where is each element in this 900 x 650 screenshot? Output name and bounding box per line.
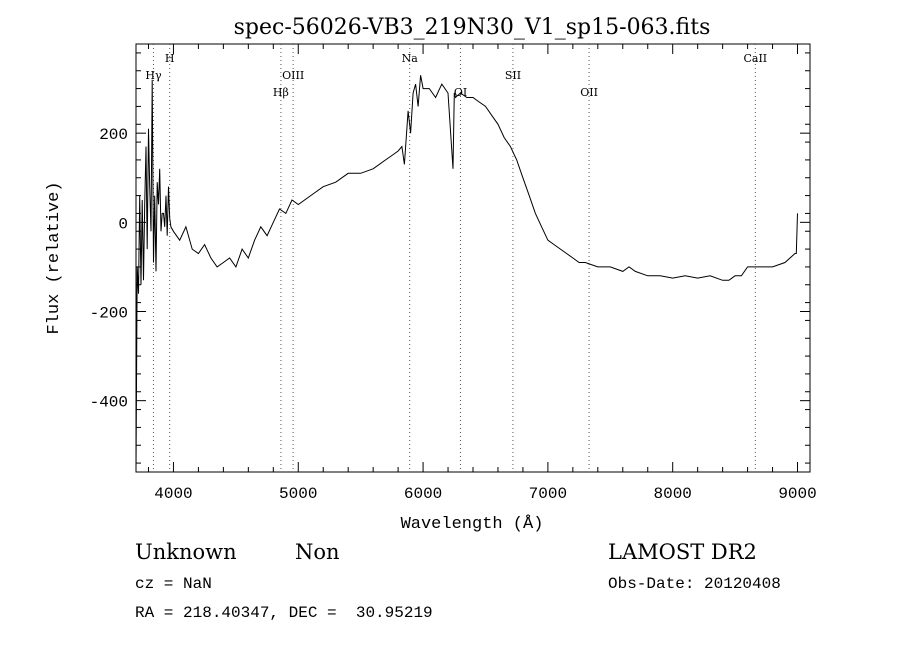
x-tick-label: 9000 (778, 485, 816, 503)
object-class: Unknown (135, 540, 237, 564)
plot-frame (135, 43, 811, 473)
spectral-line-label: OIII (282, 69, 304, 82)
y-tick-label: -400 (90, 394, 128, 412)
spectral-line-label: H (165, 52, 175, 65)
spectral-line-label: Hγ (145, 69, 162, 82)
x-axis-label: Wavelength (Å) (401, 515, 544, 534)
spectral-line-label: SII (505, 69, 521, 82)
spectral-line-label: OII (580, 86, 598, 99)
y-tick-label: -200 (90, 305, 128, 323)
y-axis-label: Flux (relative) (45, 181, 64, 334)
axis-ticks: 4000 5000 6000 7000 8000 9000 200 0 -200 -400 (90, 44, 817, 503)
spectrum-line (135, 75, 798, 473)
spectral-line-label: Na (402, 52, 419, 65)
spectral-line-label: Hβ (273, 86, 289, 99)
observation-date: Obs-Date: 20120408 (608, 575, 781, 593)
coordinates: RA = 218.40347, DEC = 30.95219 (135, 604, 433, 622)
y-tick-label: 200 (99, 126, 128, 144)
chart-title: spec-56026-VB3_219N30_V1_sp15-063.fits (234, 15, 711, 40)
y-tick-label: 0 (118, 215, 128, 233)
x-tick-label: 7000 (529, 485, 567, 503)
x-tick-label: 5000 (279, 485, 317, 503)
survey-name: LAMOST DR2 (608, 540, 757, 564)
spectral-line-label: CaII (743, 52, 767, 65)
object-subclass: Non (295, 540, 340, 564)
x-tick-label: 6000 (404, 485, 442, 503)
x-tick-label: 8000 (654, 485, 692, 503)
x-tick-label: 4000 (154, 485, 192, 503)
redshift-value: cz = NaN (135, 575, 212, 593)
